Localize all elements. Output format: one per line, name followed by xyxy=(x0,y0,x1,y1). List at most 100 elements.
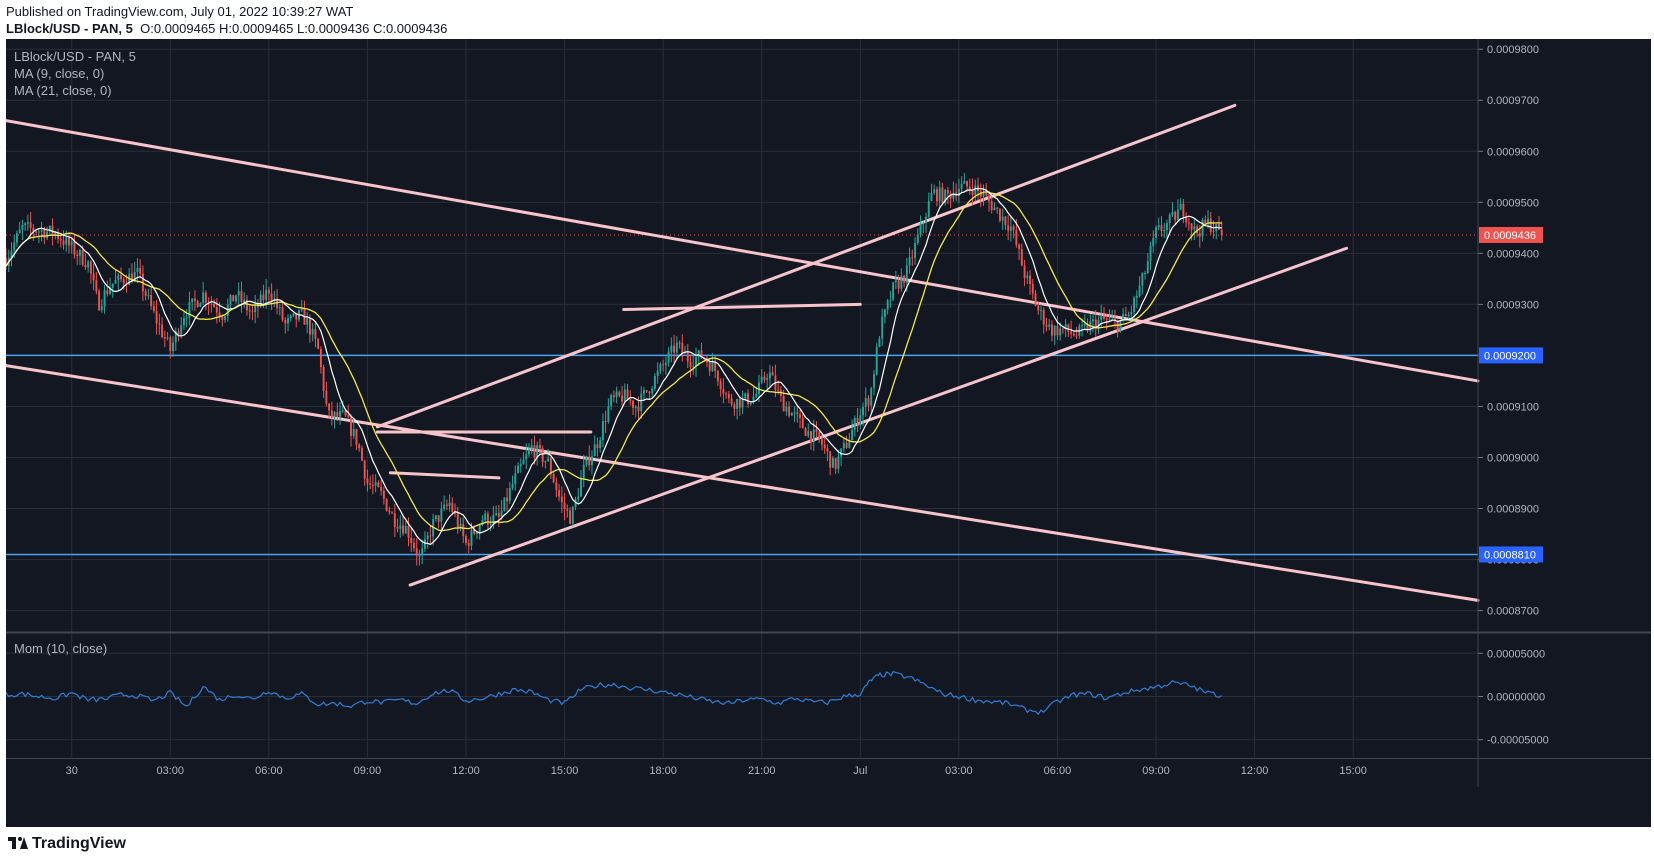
candle-body xyxy=(870,388,873,406)
candle-body xyxy=(823,444,826,449)
candle-body xyxy=(489,523,492,525)
candle-body xyxy=(538,445,541,449)
candle-body xyxy=(1040,310,1042,312)
candle-body xyxy=(719,381,722,390)
candle-body xyxy=(1015,230,1018,245)
mom-tick-label: -0.00005000 xyxy=(1487,735,1549,747)
candle-body xyxy=(278,307,281,309)
time-tick-label: 15:00 xyxy=(551,765,579,777)
candle-body xyxy=(1220,229,1223,235)
grid-lines xyxy=(6,39,1478,757)
candle-body xyxy=(306,318,309,325)
candle-body xyxy=(391,512,394,514)
candle-body xyxy=(462,523,465,536)
candle-body xyxy=(117,275,120,281)
candle-body xyxy=(265,289,268,300)
candle-body xyxy=(380,486,383,491)
candle-body xyxy=(1155,227,1157,239)
candle-body xyxy=(1163,230,1166,232)
candle-body xyxy=(840,448,843,457)
candle-body xyxy=(385,498,388,511)
candle-body xyxy=(1119,320,1122,332)
candle-body xyxy=(18,229,21,234)
candle-body xyxy=(1045,324,1048,327)
candle-body xyxy=(434,515,437,519)
candle-body xyxy=(722,389,725,394)
legend-ma9: MA (9, close, 0) xyxy=(14,66,105,81)
candle-body xyxy=(399,525,402,529)
candle-body xyxy=(727,394,730,399)
candle-body xyxy=(473,530,476,534)
candle-body xyxy=(675,342,678,353)
candle-body xyxy=(530,445,533,450)
candle-body xyxy=(213,303,216,308)
candles xyxy=(6,172,1223,566)
candle-body xyxy=(974,185,977,195)
time-axis-labels: 30 03:00 06:00 09:00 12:00 15:00 18:00 21:00 Jul… xyxy=(66,765,1367,777)
candle-body xyxy=(892,282,895,300)
candle-body xyxy=(771,372,774,376)
candle-body xyxy=(224,316,227,320)
candle-body xyxy=(319,348,322,368)
candle-body xyxy=(1135,295,1138,298)
candle-body xyxy=(851,429,854,441)
candle-body xyxy=(766,378,769,380)
candle-body xyxy=(604,421,607,423)
candle-body xyxy=(1029,275,1032,285)
last-price-label: 0.0009436 xyxy=(1484,230,1536,242)
candle-body xyxy=(1094,319,1097,330)
chart-canvas[interactable]: 0.0009800 0.0009700 0.0009600 0.0009500 0.00… xyxy=(6,39,1651,827)
candle-body xyxy=(599,439,602,449)
candle-body xyxy=(451,502,454,512)
candle-body xyxy=(536,445,539,458)
candle-body xyxy=(697,350,700,358)
candle-body xyxy=(837,456,840,469)
candle-body xyxy=(437,515,440,522)
candle-body xyxy=(793,412,796,414)
candle-body xyxy=(1097,319,1100,330)
candle-body xyxy=(78,250,81,256)
candle-body xyxy=(656,370,659,377)
candle-body xyxy=(163,337,166,339)
candle-body xyxy=(1100,315,1103,320)
candle-body xyxy=(92,273,95,281)
price-tick-label: 0.0008900 xyxy=(1487,504,1539,516)
candle-body xyxy=(270,293,273,302)
candle-body xyxy=(777,389,780,391)
candle-body xyxy=(262,294,265,300)
candle-body xyxy=(1018,244,1021,250)
momentum-pane xyxy=(6,670,1222,716)
chart-area[interactable]: 0.0009800 0.0009700 0.0009600 0.0009500 0.00… xyxy=(6,39,1651,827)
candle-body xyxy=(128,273,131,285)
candle-body xyxy=(935,189,938,202)
candle-body xyxy=(130,273,133,282)
candle-body xyxy=(1152,238,1155,247)
candle-body xyxy=(889,299,892,301)
candle-body xyxy=(1141,273,1144,286)
candle-body xyxy=(114,280,117,284)
candle-body xyxy=(497,513,500,517)
candle-body xyxy=(681,342,684,354)
candle-body xyxy=(834,458,837,469)
candle-body xyxy=(1075,335,1078,337)
candle-body xyxy=(147,295,150,297)
tradingview-brand[interactable]: TradingView xyxy=(8,835,126,853)
candle-body xyxy=(528,449,530,455)
candle-body xyxy=(122,279,125,284)
legend-symbol: LBlock/USD - PAN, 5 xyxy=(14,49,136,64)
candle-body xyxy=(347,415,350,418)
candle-body xyxy=(664,362,667,365)
price-tick-label: 0.0009100 xyxy=(1487,401,1539,413)
candle-body xyxy=(267,289,270,294)
candle-body xyxy=(158,323,161,325)
ohlc-symbol: LBlock/USD - PAN, 5 xyxy=(6,21,133,36)
candle-body xyxy=(1116,321,1119,332)
candle-body xyxy=(919,223,922,235)
candle-body xyxy=(1083,323,1086,326)
candle-body xyxy=(1187,222,1190,224)
candle-body xyxy=(758,382,760,394)
candle-body xyxy=(144,291,147,296)
candle-body xyxy=(1081,325,1084,327)
candle-body xyxy=(355,429,358,445)
candle-body xyxy=(590,456,593,466)
